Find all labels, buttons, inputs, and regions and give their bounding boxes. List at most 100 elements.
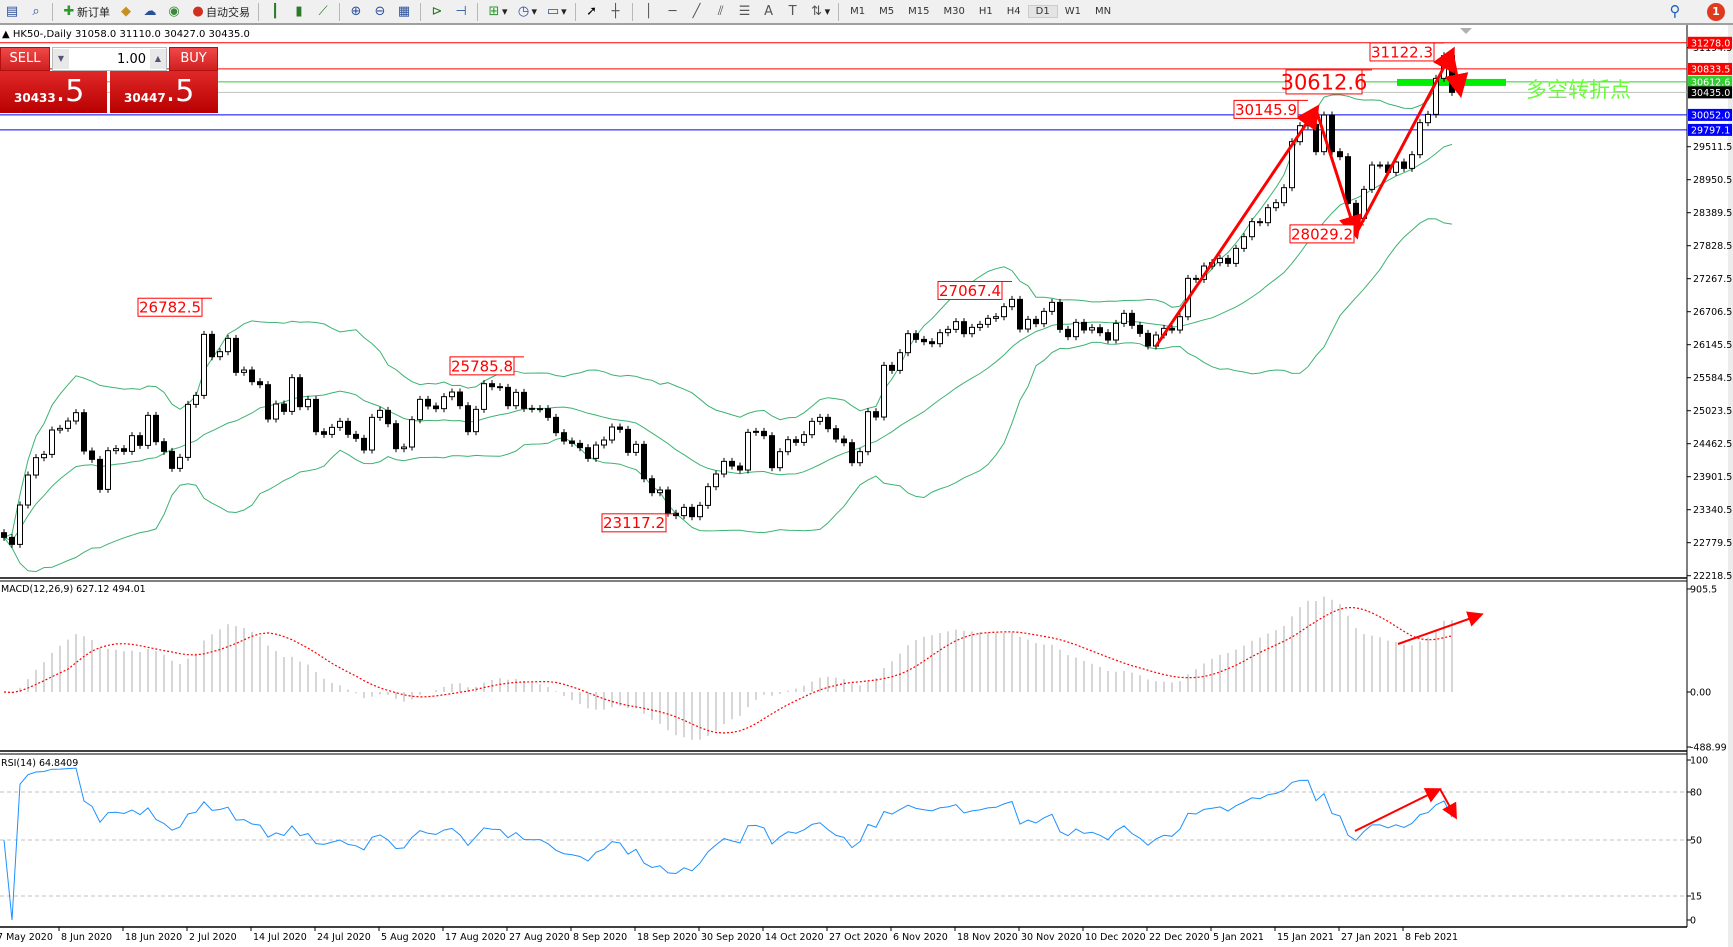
indicators-button[interactable]: ⊞ ▾ <box>482 2 512 22</box>
candlestick-button[interactable]: ▮ <box>287 2 311 22</box>
new-order-button[interactable]: ✚ 新订单 <box>57 2 114 22</box>
date-tick-label: 15 Jan 2021 <box>1277 932 1334 943</box>
text-button[interactable]: A <box>757 2 781 22</box>
zoom-in-button[interactable]: ⊕ <box>344 2 368 22</box>
timeframe-m1[interactable]: M1 <box>850 6 866 17</box>
text-label-button[interactable]: T <box>781 2 805 22</box>
date-tick-label: 27 Oct 2020 <box>829 932 888 943</box>
cursor-button[interactable]: ➚ <box>580 2 604 22</box>
macd-tick-label: -488.99 <box>1690 743 1727 754</box>
candle-body <box>65 420 71 429</box>
timeframe-d1[interactable]: D1 <box>1027 5 1058 18</box>
candle-body <box>921 338 927 343</box>
date-tick-label: 6 Nov 2020 <box>893 932 948 943</box>
timeframe-h1[interactable]: H1 <box>978 6 993 17</box>
candle <box>449 388 455 401</box>
candle <box>457 388 463 410</box>
timeframe-h4[interactable]: H4 <box>1006 6 1021 17</box>
line-chart-button[interactable]: ⟋ <box>311 2 335 22</box>
fibonacci-button[interactable]: ☰ <box>733 2 757 22</box>
candle-body <box>1177 316 1183 331</box>
vertical-line-icon: │ <box>644 4 653 19</box>
arrows-button[interactable]: ⇅ ▾ <box>805 2 835 22</box>
zoom-chart-button[interactable]: ⌕ <box>24 2 48 22</box>
tile-windows-button[interactable]: ▦ <box>392 2 416 22</box>
new-chart-icon: ▤ <box>5 4 19 19</box>
candle <box>489 380 495 391</box>
candle <box>953 318 959 333</box>
candle-body <box>489 383 495 388</box>
price-annotation: 27067.4 <box>937 280 1012 300</box>
sell-price-button[interactable]: 30433.5 <box>0 71 107 113</box>
candle-body <box>1089 327 1095 331</box>
timeframe-m30[interactable]: M30 <box>943 6 965 17</box>
candle-body <box>513 391 519 407</box>
date-tick-label: 8 Sep 2020 <box>573 932 627 943</box>
candle-body <box>873 411 879 418</box>
timeframe-mn[interactable]: MN <box>1094 6 1112 17</box>
volume-input[interactable]: ▼ 1.00 ▲ <box>52 47 167 71</box>
horizontal-line-button[interactable]: ─ <box>661 2 685 22</box>
timeframe-w1[interactable]: W1 <box>1064 6 1081 17</box>
metaeditor-button[interactable]: ◆ <box>114 2 138 22</box>
timeframe-m5[interactable]: M5 <box>879 6 895 17</box>
new-chart-button[interactable]: ▤ <box>0 2 24 22</box>
toolbar-divider <box>258 2 259 21</box>
annotation-box <box>1233 99 1299 119</box>
candle-body <box>233 337 239 373</box>
macd-trend-arrow <box>1397 611 1484 645</box>
search-icon[interactable]: ⚲ <box>1669 2 1681 20</box>
candle-body <box>201 333 207 396</box>
candle <box>1409 151 1415 172</box>
volume-increase-button[interactable]: ▲ <box>150 49 166 69</box>
notifications-button[interactable]: 1 <box>1703 1 1725 21</box>
candle-body <box>1137 324 1143 334</box>
candle-body <box>385 409 391 425</box>
vertical-line-button[interactable]: │ <box>637 2 661 22</box>
crosshair-button[interactable]: ┼ <box>604 2 628 22</box>
candle-body <box>961 321 967 335</box>
candle-body <box>305 398 311 408</box>
periods-button[interactable]: ◷ ▾ <box>512 2 542 22</box>
autoscroll-button[interactable]: ⊳ <box>425 2 449 22</box>
candle-body <box>521 391 527 409</box>
candle <box>97 455 103 493</box>
chart-shift-button[interactable]: ⊣ <box>449 2 473 22</box>
candle-body <box>169 450 175 469</box>
candle <box>265 381 271 423</box>
candle-body <box>329 426 335 435</box>
candle <box>89 447 95 463</box>
candle <box>1257 218 1263 227</box>
sell-button[interactable]: SELL <box>0 47 50 71</box>
date-tick-label: 18 Nov 2020 <box>957 932 1018 943</box>
candle-body <box>577 442 583 449</box>
volume-value[interactable]: 1.00 <box>117 51 146 67</box>
trendline-button[interactable]: ╱ <box>685 2 709 22</box>
channel-button[interactable]: ⫽ <box>709 2 733 22</box>
volume-decrease-button[interactable]: ▼ <box>53 49 69 69</box>
candle-body <box>689 506 695 518</box>
timeframe-m15[interactable]: M15 <box>908 6 930 17</box>
candle <box>329 423 335 438</box>
buy-price-button[interactable]: 30447.5 <box>110 71 218 113</box>
signals-button[interactable]: ◉ <box>162 2 186 22</box>
trend-arrow <box>1354 46 1455 235</box>
buy-button[interactable]: BUY <box>169 47 218 71</box>
templates-button[interactable]: ▭ ▾ <box>546 4 567 19</box>
candle <box>1033 315 1039 328</box>
candle <box>257 378 263 389</box>
candle-body <box>1041 310 1047 325</box>
candle-body <box>593 444 599 459</box>
candle <box>561 429 567 445</box>
candle <box>1353 199 1359 222</box>
candle <box>497 383 503 391</box>
right-scrollbar <box>1728 24 1733 947</box>
macd-signal-line <box>3 606 1453 734</box>
candle <box>601 436 607 449</box>
auto-trading-button[interactable]: ● 自动交易 <box>186 2 254 22</box>
candle-body <box>945 328 951 334</box>
zoom-out-button[interactable]: ⊖ <box>368 2 392 22</box>
bar-chart-button[interactable]: ┃ <box>263 2 287 22</box>
market-watch-button[interactable]: ☁ <box>138 2 162 22</box>
